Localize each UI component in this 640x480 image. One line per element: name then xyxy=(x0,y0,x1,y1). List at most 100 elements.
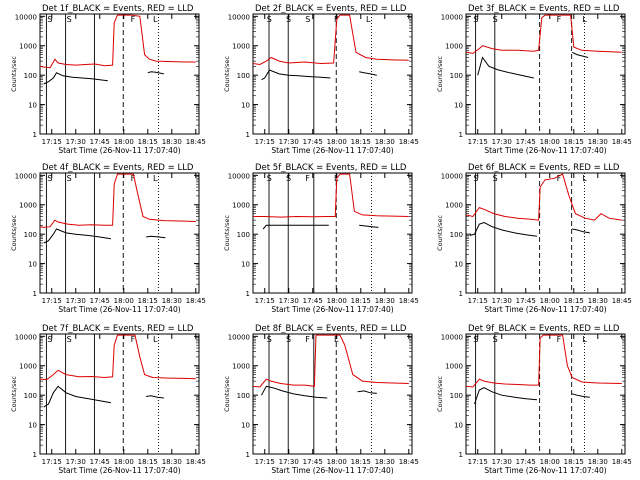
y-tick-label: 1000 xyxy=(445,363,463,371)
series-line-events xyxy=(146,235,166,239)
marker-letter: S xyxy=(47,15,52,24)
marker-letter: S xyxy=(473,174,478,183)
marker-letter: S xyxy=(67,15,72,24)
plot-frame xyxy=(252,172,413,294)
x-tick-label: 17:45 xyxy=(516,297,536,305)
x-tick-label: 18:00 xyxy=(327,138,347,146)
series-line-events xyxy=(43,72,108,85)
y-axis-label: Counts/sec xyxy=(436,56,444,92)
x-tick-label: 17:45 xyxy=(516,458,536,466)
y-axis-label: Counts/sec xyxy=(223,215,231,251)
marker-letter: S xyxy=(473,335,478,344)
x-tick-label: 17:15 xyxy=(42,458,62,466)
x-tick-label: 17:15 xyxy=(42,297,62,305)
x-axis-label: Start Time (26-Nov-11 17:07:40) xyxy=(271,466,393,475)
series-line-events xyxy=(477,56,534,79)
plot-frame xyxy=(39,13,200,135)
x-tick-label: 17:15 xyxy=(468,458,488,466)
plot-frame xyxy=(39,333,200,455)
marker-letter: S xyxy=(267,335,272,344)
chart-title: Det 9f_BLACK = Events, RED = LLD xyxy=(468,324,620,334)
x-tick-label: 18:45 xyxy=(186,297,206,305)
marker-letter: S xyxy=(286,335,291,344)
chart-panel-6: Det 6f_BLACK = Events, RED = LLD 1 10 100 10… xyxy=(436,163,632,314)
x-tick-label: 18:00 xyxy=(114,458,134,466)
marker-letter: F xyxy=(557,15,562,24)
marker-letter: L xyxy=(582,174,587,183)
series-line-lld xyxy=(465,334,622,388)
y-axis-label: Counts/sec xyxy=(436,215,444,251)
x-tick-label: 18:15 xyxy=(564,138,584,146)
plot-frame xyxy=(252,13,413,135)
x-axis-label: Start Time (26-Nov-11 17:07:40) xyxy=(271,146,393,155)
y-tick-label: 1 xyxy=(33,290,37,298)
x-tick-label: 18:30 xyxy=(588,138,608,146)
series-line-events xyxy=(572,393,590,398)
x-axis-label: Start Time (26-Nov-11 17:07:40) xyxy=(271,305,393,314)
y-tick-label: 100 xyxy=(237,392,250,400)
y-tick-label: 10000 xyxy=(228,13,250,21)
y-tick-label: 100 xyxy=(24,231,37,239)
x-tick-label: 18:45 xyxy=(186,458,206,466)
x-tick-label: 17:45 xyxy=(90,458,110,466)
x-axis-label: Start Time (26-Nov-11 17:07:40) xyxy=(484,466,606,475)
x-tick-label: 17:45 xyxy=(90,138,110,146)
x-tick-label: 17:30 xyxy=(66,458,86,466)
y-tick-label: 10 xyxy=(454,102,463,110)
x-tick-label: 18:30 xyxy=(588,297,608,305)
x-tick-label: 18:45 xyxy=(186,138,206,146)
y-tick-label: 100 xyxy=(450,72,463,80)
x-axis-label: Start Time (26-Nov-11 17:07:40) xyxy=(484,305,606,314)
x-tick-label: 17:45 xyxy=(516,138,536,146)
y-tick-label: 1 xyxy=(459,131,463,139)
y-tick-label: 100 xyxy=(450,231,463,239)
x-tick-label: 17:30 xyxy=(66,138,86,146)
y-tick-label: 1000 xyxy=(232,43,250,51)
x-tick-label: 17:30 xyxy=(279,458,299,466)
x-tick-label: 18:30 xyxy=(162,458,182,466)
series-line-events xyxy=(146,395,164,399)
x-tick-label: 17:15 xyxy=(255,458,275,466)
marker-letter: F xyxy=(557,335,562,344)
x-tick-label: 17:30 xyxy=(492,138,512,146)
y-axis-label: Counts/sec xyxy=(436,376,444,412)
y-tick-label: 10 xyxy=(241,422,250,430)
chart-title: Det 5f_BLACK = Events, RED = LLD xyxy=(255,163,407,173)
series-line-lld xyxy=(465,14,622,54)
x-tick-label: 18:00 xyxy=(327,297,347,305)
chart-panel-8: Det 8f_BLACK = Events, RED = LLD 1 10 100 10… xyxy=(223,324,419,475)
chart-panel-5: Det 5f_BLACK = Events, RED = LLD 1 10 100 10… xyxy=(223,163,419,314)
y-tick-label: 1000 xyxy=(19,43,37,51)
chart-panel-1: Det 1f_BLACK = Events, RED = LLD 1 10 100 10… xyxy=(10,4,206,155)
marker-letter: L xyxy=(153,15,158,24)
series-line-lld xyxy=(39,173,196,228)
marker-letter: S xyxy=(493,174,498,183)
y-tick-label: 100 xyxy=(450,392,463,400)
marker-letter: F xyxy=(131,335,136,344)
y-tick-label: 10000 xyxy=(15,13,37,21)
series-line-events xyxy=(261,385,328,399)
x-tick-label: 17:30 xyxy=(279,138,299,146)
series-line-events xyxy=(261,69,331,81)
y-tick-label: 1 xyxy=(33,451,37,459)
y-tick-label: 10 xyxy=(28,102,37,110)
series-line-lld xyxy=(465,173,622,221)
y-tick-label: 10 xyxy=(241,261,250,269)
marker-letter: F xyxy=(305,335,310,344)
x-tick-label: 17:30 xyxy=(492,297,512,305)
plot-frame xyxy=(465,333,626,455)
y-tick-label: 10 xyxy=(454,261,463,269)
y-tick-label: 100 xyxy=(24,392,37,400)
y-tick-label: 1 xyxy=(33,131,37,139)
marker-letter: S xyxy=(67,174,72,183)
x-tick-label: 17:45 xyxy=(303,297,323,305)
plot-frame xyxy=(465,13,626,135)
series-line-lld xyxy=(253,173,409,218)
y-tick-label: 10 xyxy=(241,102,250,110)
y-tick-label: 1000 xyxy=(232,363,250,371)
plot-frame xyxy=(465,172,626,294)
x-tick-label: 17:15 xyxy=(255,138,275,146)
x-tick-label: 17:30 xyxy=(66,297,86,305)
x-tick-label: 18:15 xyxy=(138,458,158,466)
